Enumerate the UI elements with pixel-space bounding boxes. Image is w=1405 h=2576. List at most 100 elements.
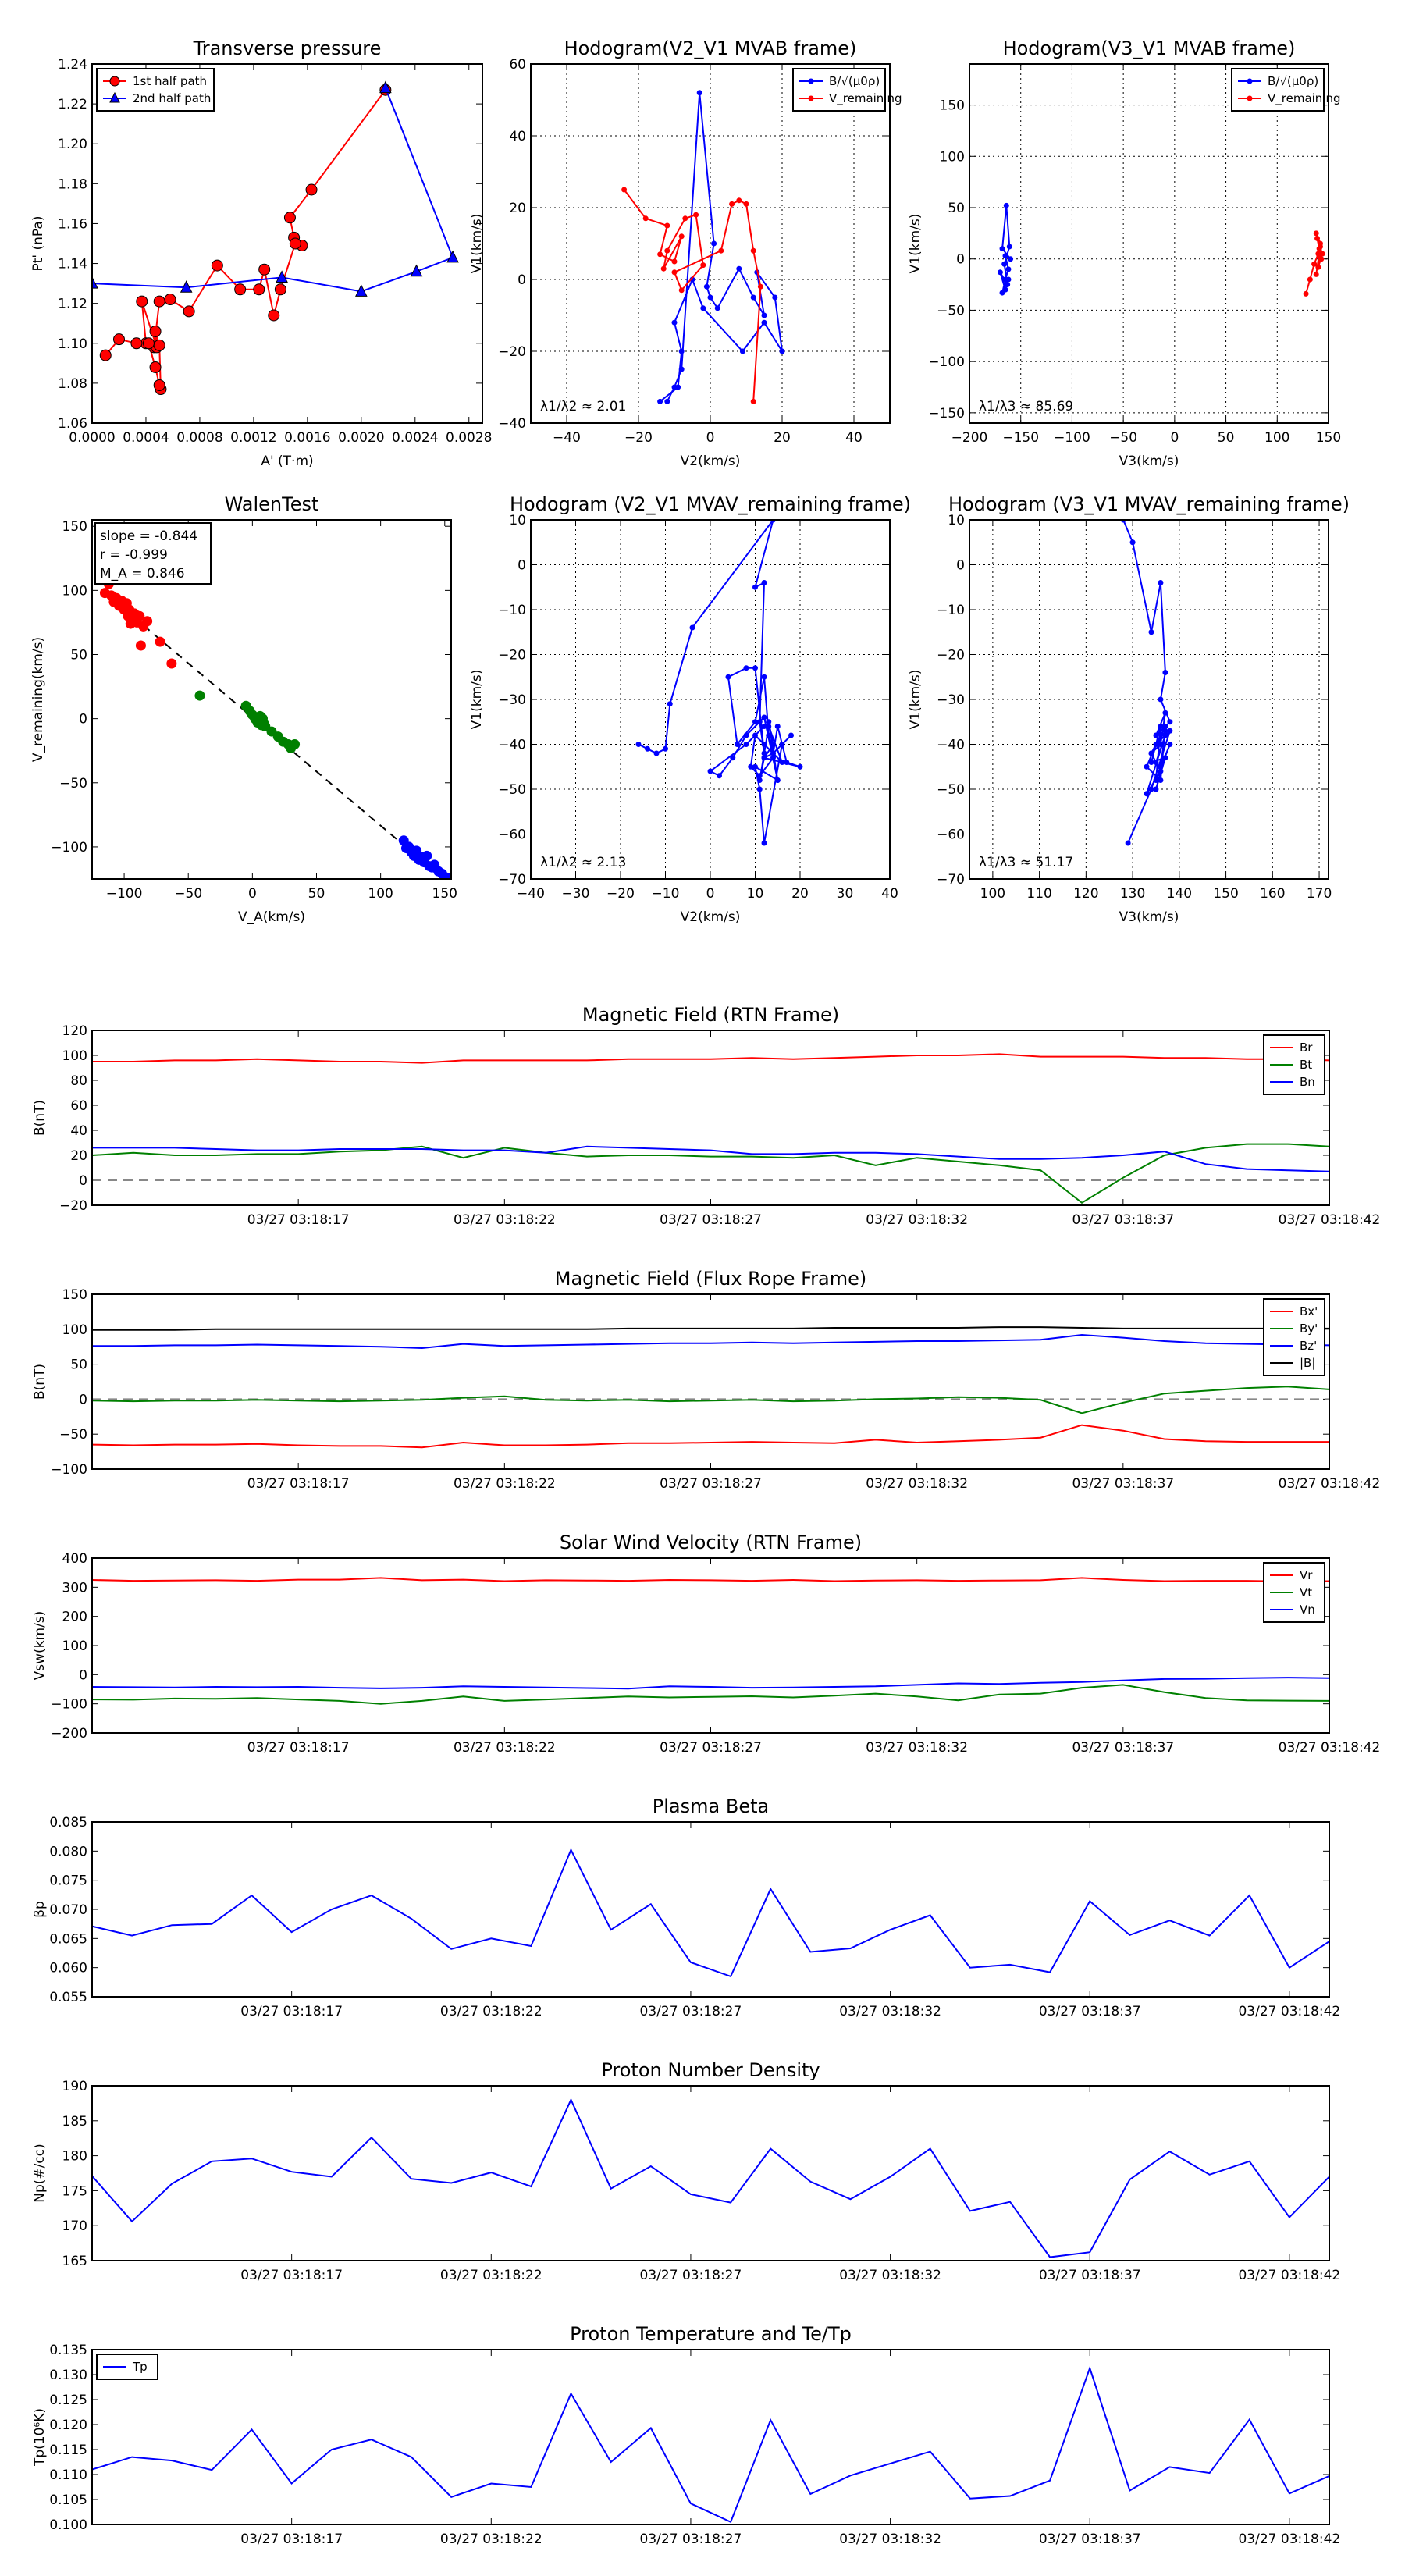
y-tick-label: 80 <box>70 1073 87 1089</box>
data-point <box>1006 244 1012 250</box>
series-line-Vn <box>92 1677 1329 1690</box>
data-point <box>642 215 649 222</box>
hodogram-v3-v1-mvab-plot-area <box>997 202 1325 297</box>
x-tick-label: 0.0012 <box>230 430 276 446</box>
data-point <box>743 665 749 671</box>
time-tick-label: 03/27 03:18:22 <box>454 1212 556 1228</box>
data-point <box>1158 763 1164 770</box>
data-point <box>645 745 650 752</box>
walen-test-frame <box>91 519 452 880</box>
data-point <box>678 366 685 372</box>
data-point <box>1148 760 1154 765</box>
legend-label: V_remaining <box>1268 91 1341 106</box>
hodogram-v2-v1-mvab-frame <box>530 63 891 424</box>
hodogram-v2-v1-mvab-plot-area <box>621 90 785 404</box>
data-point <box>1148 629 1154 635</box>
data-point <box>1002 253 1008 259</box>
y-tick-label: −50 <box>59 1427 87 1443</box>
x-tick-label: 50 <box>308 886 325 902</box>
data-point <box>1153 786 1159 792</box>
x-tick-label: 130 <box>1120 886 1145 902</box>
data-point <box>761 714 767 720</box>
data-point <box>1158 696 1164 703</box>
data-point <box>1005 276 1012 283</box>
y-tick-label: 0 <box>518 272 526 288</box>
data-point <box>756 786 763 792</box>
time-tick-label: 03/27 03:18:37 <box>1072 1740 1174 1756</box>
time-tick-label: 03/27 03:18:42 <box>1238 2004 1340 2019</box>
y-tick-label: 0 <box>79 1667 87 1683</box>
data-point <box>149 325 162 337</box>
transverse-pressure-title: Transverse pressure <box>193 37 382 59</box>
y-tick-label: −100 <box>51 1697 87 1713</box>
x-tick-label: 150 <box>1213 886 1238 902</box>
data-point <box>770 742 776 747</box>
y-tick-label: −60 <box>937 827 965 843</box>
data-point <box>258 263 271 276</box>
hodogram-v3-v1-mvab-xlabel: V3(km/s) <box>1119 454 1179 469</box>
data-point <box>761 580 767 585</box>
magnetic-field-rtn-title: Magnetic Field (RTN Frame) <box>582 1004 839 1026</box>
y-tick-label: 0.120 <box>49 2418 87 2433</box>
walen-test-title: WalenTest <box>225 493 319 515</box>
time-tick-label: 03/27 03:18:22 <box>454 1740 556 1756</box>
data-point <box>693 212 699 218</box>
data-point <box>700 262 706 269</box>
data-point <box>1003 202 1009 208</box>
data-point <box>770 750 776 756</box>
data-point <box>1002 286 1008 293</box>
x-tick-label: 160 <box>1260 886 1285 902</box>
data-point <box>779 348 785 354</box>
proton-number-density-title: Proton Number Density <box>601 2059 820 2081</box>
y-tick-label: 60 <box>70 1098 87 1114</box>
y-tick-label: 0.070 <box>49 1902 87 1918</box>
time-tick-label: 03/27 03:18:32 <box>839 2532 941 2547</box>
proton-temperature-ylabel: Tp(10⁶K) <box>32 2408 48 2467</box>
data-point <box>1153 760 1159 765</box>
data-point <box>621 187 628 193</box>
data-point <box>772 294 778 301</box>
y-tick-label: −50 <box>937 303 965 318</box>
data-point <box>750 398 756 404</box>
y-tick-label: 0.075 <box>49 1873 87 1889</box>
x-tick-label: 0.0016 <box>284 430 330 446</box>
data-point <box>1315 251 1321 257</box>
time-tick-label: 03/27 03:18:37 <box>1039 2268 1141 2283</box>
data-point <box>752 719 758 725</box>
legend-label: |B| <box>1300 1356 1315 1370</box>
data-point <box>1162 724 1168 729</box>
data-point <box>678 233 685 240</box>
data-point <box>752 665 758 671</box>
series-line-Bn <box>92 1145 1329 1172</box>
x-tick-label: −10 <box>652 886 680 902</box>
solar-wind-velocity-plot-area <box>92 1577 1329 1705</box>
hodogram-v2-v1-mvav-plot-area <box>635 520 803 846</box>
stats-ma: M_A = 0.846 <box>100 566 185 582</box>
legend-label: By' <box>1300 1322 1318 1336</box>
y-tick-label: 100 <box>62 583 87 599</box>
y-tick-label: 150 <box>62 519 87 535</box>
data-point <box>283 212 296 224</box>
time-tick-label: 03/27 03:18:42 <box>1279 1476 1381 1492</box>
time-tick-label: 03/27 03:18:32 <box>839 2268 941 2283</box>
data-point <box>761 724 767 729</box>
x-tick-label: 120 <box>1073 886 1098 902</box>
data-point <box>155 636 165 647</box>
data-point <box>678 287 685 294</box>
data-point <box>664 398 670 404</box>
hodogram-v3-v1-mvab-chart: Hodogram(V3_V1 MVAB frame) −150 −100 −50 0 50… <box>908 37 1341 469</box>
y-tick-label: 20 <box>509 201 526 216</box>
time-tick-label: 03/27 03:18:22 <box>440 2004 542 2019</box>
data-point <box>761 674 767 680</box>
data-point <box>779 742 785 747</box>
y-tick-label: 180 <box>62 2149 87 2165</box>
legend-marker <box>109 91 120 103</box>
hodogram-v2-v1-mvab-annotation: λ1/λ2 ≈ 2.01 <box>540 399 626 415</box>
x-tick-label: 170 <box>1307 886 1332 902</box>
data-point <box>735 742 740 747</box>
legend-marker <box>808 78 814 84</box>
data-point <box>1153 777 1159 783</box>
data-point <box>997 269 1003 276</box>
x-tick-label: −200 <box>951 430 988 446</box>
data-point <box>1125 840 1131 846</box>
